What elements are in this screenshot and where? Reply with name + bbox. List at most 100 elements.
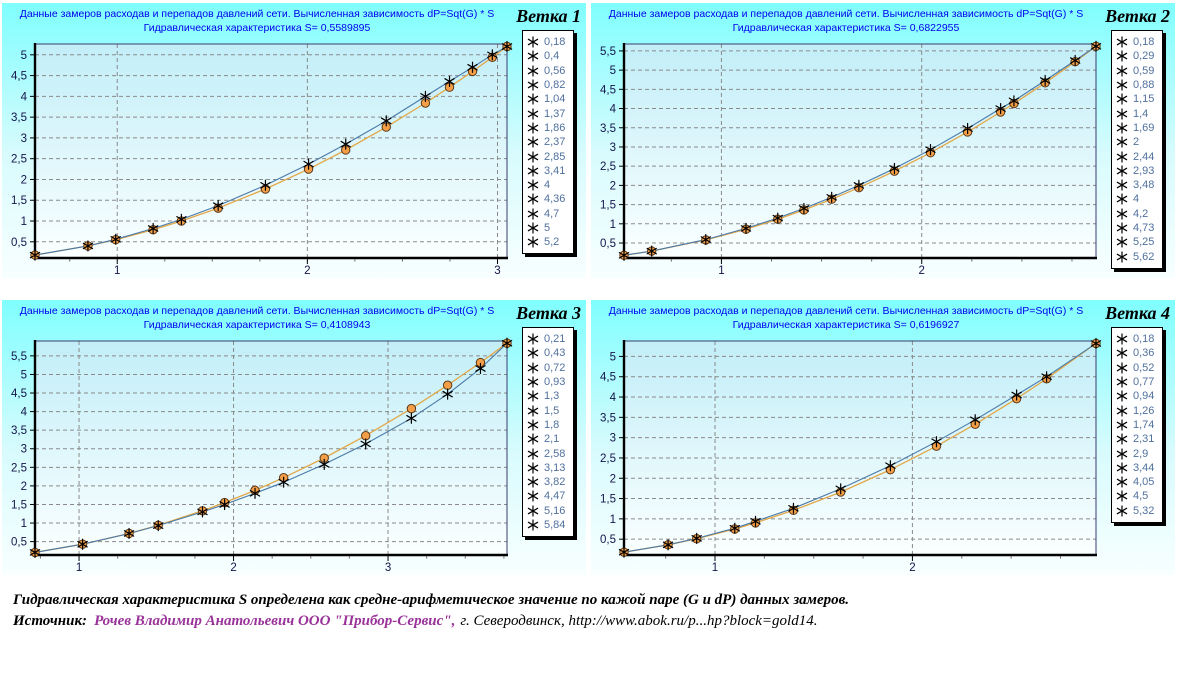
chart-panel: Данные замеров расходав и перепадов давл… xyxy=(591,3,1175,278)
legend-item: 0,72 xyxy=(527,361,567,375)
y-axis-tick-label: 1,5 xyxy=(11,499,27,511)
x-axis-tick-label: 1 xyxy=(718,265,724,275)
legend-item: 4 xyxy=(1116,192,1156,206)
legend-value: 1,74 xyxy=(1133,418,1155,431)
star-icon xyxy=(1116,433,1128,445)
star-icon xyxy=(1116,165,1128,177)
legend-value: 0,93 xyxy=(544,376,566,389)
chart-plot: 0,5 1 1,5 2 2,5 3 3,5 4 4,5 5 5,5 1 2 xyxy=(600,40,1102,275)
legend-value: 2,9 xyxy=(1133,447,1149,460)
y-axis-tick-label: 5 xyxy=(610,351,616,363)
legend-value: 1,4 xyxy=(1133,107,1149,120)
star-icon xyxy=(1116,505,1128,517)
legend-item: 1,8 xyxy=(527,418,567,432)
star-icon xyxy=(527,476,539,488)
star-icon xyxy=(1116,150,1128,163)
legend-value: 4,5 xyxy=(1133,490,1149,503)
legend-item: 4,2 xyxy=(1116,207,1156,221)
legend-value: 3,82 xyxy=(544,476,566,489)
legend-value: 2,31 xyxy=(1133,433,1155,446)
legend-value: 5,84 xyxy=(544,519,566,531)
legend-item: 5,84 xyxy=(527,518,567,532)
legend-value: 5,16 xyxy=(544,504,566,517)
legend-item: 2,31 xyxy=(1116,432,1156,446)
footer-source: Источник: Рочев Владимир Анатольевич ООО … xyxy=(13,613,849,630)
chart-title-line1: Данные замеров расходав и перепадов давл… xyxy=(19,305,495,317)
star-icon xyxy=(527,65,539,77)
y-axis-tick-label: 4 xyxy=(610,104,617,116)
legend-item: 0,77 xyxy=(1116,375,1156,389)
star-icon xyxy=(527,165,539,177)
legend-item: 0,18 xyxy=(1116,35,1156,49)
legend-value: 4,05 xyxy=(1133,476,1155,489)
y-axis-tick-label: 2,5 xyxy=(600,453,616,465)
source-author: Рочев Владимир Анатольевич ООО "Прибор-С… xyxy=(94,613,456,629)
legend-item: 4,7 xyxy=(527,207,567,221)
star-icon xyxy=(1116,462,1128,474)
legend-value: 4,73 xyxy=(1133,222,1155,234)
y-axis-tick-label: 4,5 xyxy=(11,388,27,400)
chart-plot: 0,5 1 1,5 2 2,5 3 3,5 4 4,5 5 5,5 1 2 3 xyxy=(11,337,513,572)
legend-value: 0,18 xyxy=(1133,333,1155,346)
star-icon xyxy=(527,179,539,191)
y-axis-tick-label: 5 xyxy=(610,65,616,77)
star-icon xyxy=(527,490,539,503)
source-rest: г. Северодвинск, http://www.abok.ru/p...… xyxy=(460,613,818,629)
legend-item: 1,69 xyxy=(1116,121,1156,135)
legend-item: 0,82 xyxy=(527,78,567,92)
legend-item: 5,25 xyxy=(1116,235,1156,249)
star-icon xyxy=(1116,347,1128,360)
branch-label: Ветка 2 xyxy=(1105,6,1170,26)
y-axis-tick-label: 1 xyxy=(21,518,27,530)
legend-item: 0,21 xyxy=(527,332,567,346)
legend-value: 5,25 xyxy=(1133,236,1155,249)
branch-label: Ветка 1 xyxy=(516,6,581,26)
star-icon xyxy=(1116,333,1128,345)
x-axis-tick-label: 3 xyxy=(494,265,500,275)
legend-item: 0,18 xyxy=(1116,332,1156,346)
y-axis-tick-label: 2 xyxy=(610,473,616,485)
star-icon xyxy=(527,79,539,91)
y-axis-tick-label: 4,5 xyxy=(600,84,616,96)
y-axis-tick-label: 0,5 xyxy=(600,238,616,250)
chart-panel: Данные замеров расходав и перепадов давл… xyxy=(2,300,586,575)
legend-item: 4 xyxy=(527,178,567,192)
legend-item: 5,2 xyxy=(527,235,567,249)
star-icon xyxy=(1116,65,1128,77)
legend-value: 0,18 xyxy=(1133,36,1155,49)
legend-item: 2,85 xyxy=(527,149,567,163)
y-axis-tick-label: 2,5 xyxy=(11,154,27,166)
legend-value: 1,8 xyxy=(544,418,560,431)
legend-value: 2,93 xyxy=(1133,164,1155,177)
legend-item: 1,15 xyxy=(1116,92,1156,106)
star-icon xyxy=(1116,236,1128,248)
legend-item: 2,1 xyxy=(527,432,567,446)
chart-panel: Данные замеров расходав и перепадов давл… xyxy=(591,300,1175,575)
star-icon xyxy=(527,505,539,517)
legend-item: 1,37 xyxy=(527,106,567,120)
x-axis-tick-label: 1 xyxy=(114,265,120,275)
legend-value: 4,47 xyxy=(544,490,566,503)
legend-value: 2 xyxy=(1133,136,1140,149)
legend-item: 0,29 xyxy=(1116,49,1156,63)
legend-item: 1,86 xyxy=(527,121,567,135)
star-icon xyxy=(1116,179,1128,191)
legend-value: 2,58 xyxy=(544,447,566,460)
chart-title-line1: Данные замеров расходав и перепадов давл… xyxy=(608,305,1084,317)
legend-value: 0,59 xyxy=(1133,64,1155,77)
y-axis-tick-label: 2 xyxy=(21,174,27,186)
legend-value: 0,43 xyxy=(544,347,566,360)
y-axis-tick-label: 5,5 xyxy=(600,46,616,58)
star-icon xyxy=(527,236,539,248)
legend-item: 5,62 xyxy=(1116,249,1156,263)
star-icon xyxy=(527,462,539,474)
star-icon xyxy=(1116,490,1128,503)
star-icon xyxy=(1116,419,1128,431)
legend-item: 1,74 xyxy=(1116,418,1156,432)
star-icon xyxy=(1116,222,1128,234)
star-icon xyxy=(527,136,539,148)
star-icon xyxy=(527,405,539,417)
legend-value: 3,41 xyxy=(544,164,566,177)
star-icon xyxy=(1116,476,1128,488)
legend-value: 3,48 xyxy=(1133,179,1155,192)
